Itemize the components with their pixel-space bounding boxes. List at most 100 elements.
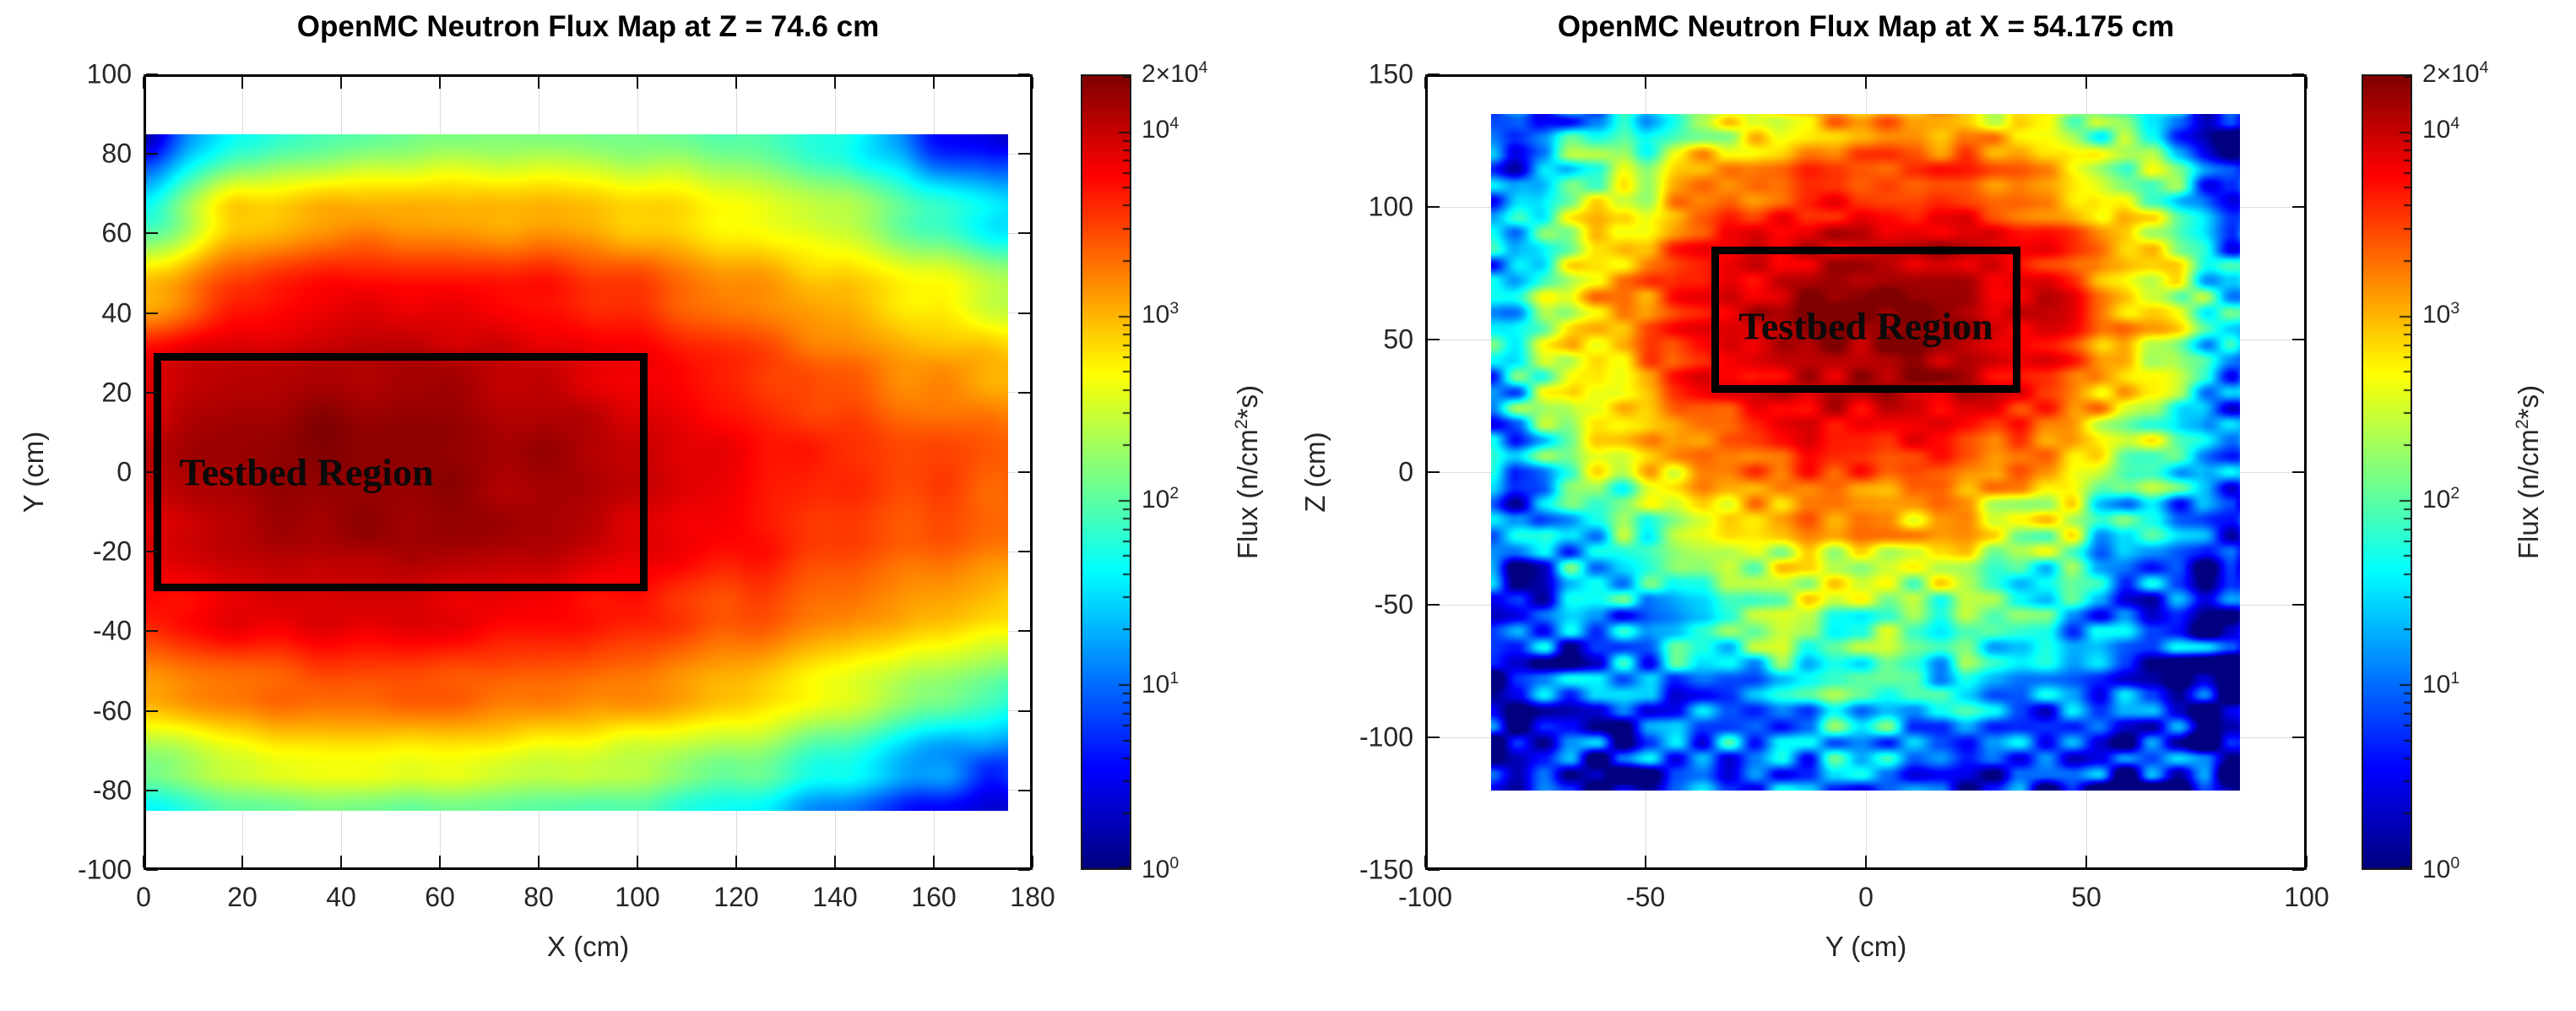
panel0-x-tick — [735, 856, 737, 867]
panel0-y-tick — [146, 391, 158, 394]
panel0-x-tick — [637, 856, 638, 867]
panel1-y-tick-label: -100 — [1359, 721, 1413, 753]
panel1-x-tick-label: -100 — [1397, 882, 1453, 912]
panel0-x-tick — [933, 77, 935, 89]
panel0-colorbar-tick-label: 102 — [1142, 484, 1180, 514]
panel0-x-tick — [241, 77, 243, 89]
panel0-y-tick — [146, 869, 158, 871]
panel1-x-tick — [1424, 77, 1426, 89]
panel1-x-tick — [1865, 77, 1867, 89]
panel0-y-tick-label: -20 — [92, 535, 132, 567]
panel0-colorbar-tick-label: 100 — [1142, 854, 1180, 883]
panel0-y-tick — [1018, 789, 1030, 791]
panel0-y-tick-label: -100 — [77, 854, 132, 885]
panel1-colorbar-label: Flux (n/cm2*s) — [2512, 384, 2544, 560]
panel0-y-tick — [1018, 630, 1030, 633]
panel0-x-tick — [538, 856, 540, 867]
panel0-x-tick — [735, 77, 737, 89]
panel0-x-tick-label: 40 — [326, 882, 356, 912]
panel0-heatmap-canvas — [144, 134, 1008, 811]
panel0-y-tick-label: 60 — [101, 217, 132, 248]
panel0-y-tick — [1018, 153, 1030, 155]
panel1-y-tick — [2292, 471, 2304, 473]
panel0-colorbar-tick-label: 104 — [1142, 114, 1180, 144]
panel0-y-tick — [1018, 709, 1030, 712]
panel0-y-tick — [146, 709, 158, 712]
panel1-x-tick — [2085, 856, 2087, 867]
panel1-y-tick-label: -150 — [1359, 854, 1413, 885]
panel0-y-tick — [146, 232, 158, 235]
panel1-colorbar-tick-label: 104 — [2422, 114, 2460, 144]
panel1-y-tick — [2292, 206, 2304, 208]
panel1-x-tick-label: -50 — [1625, 882, 1666, 912]
panel0-y-tick-label: 80 — [101, 138, 132, 169]
panel0-y-tick — [146, 73, 158, 75]
panel1-y-tick — [2292, 869, 2304, 871]
panel0-x-tick-label: 180 — [1010, 882, 1055, 912]
panel0-y-tick — [146, 312, 158, 314]
panel1-y-tick — [1428, 339, 1440, 340]
panel1-y-tick — [1428, 604, 1440, 606]
panel0-colorbar-tick-label: 103 — [1142, 299, 1180, 329]
panel0-y-tick — [146, 630, 158, 633]
panel0-x-tick-label: 160 — [911, 882, 957, 912]
panel0-x-tick — [143, 856, 144, 867]
panel1-y-tick — [1428, 73, 1440, 75]
panel1-y-tick — [2292, 737, 2304, 738]
panel1-colorbar-tick-label: 102 — [2422, 484, 2460, 514]
panel1-x-tick — [1645, 77, 1646, 89]
panel0-y-tick-label: -80 — [92, 775, 132, 806]
panel0-y-tick — [1018, 312, 1030, 314]
panel0-x-tick — [340, 856, 342, 867]
panel0-y-tick — [1018, 391, 1030, 394]
panel1-colorbar-canvas — [2363, 76, 2411, 868]
panel0-x-axis-label: X (cm) — [546, 931, 630, 962]
panel1-y-tick — [1428, 737, 1440, 738]
panel1-y-tick — [2292, 339, 2304, 340]
panel0-x-tick-label: 60 — [425, 882, 455, 912]
panel0-y-tick-label: 20 — [101, 377, 132, 408]
panel1-y-tick — [2292, 604, 2304, 606]
panel1-testbed-label: Testbed Region — [1738, 304, 1993, 348]
panel0-x-tick — [439, 77, 441, 89]
panel1-colorbar-tick-label: 103 — [2422, 299, 2460, 329]
panel1-x-tick — [2306, 77, 2308, 89]
panel0-y-tick — [146, 471, 158, 473]
panel0-y-tick — [146, 551, 158, 553]
panel0-y-tick — [1018, 869, 1030, 871]
panel1-y-tick-label: -50 — [1374, 589, 1413, 620]
panel0-x-tick — [834, 77, 836, 89]
panel0-x-tick-label: 0 — [136, 882, 151, 912]
panel1-y-tick-label: 50 — [1383, 323, 1413, 355]
panel0-y-tick — [1018, 232, 1030, 235]
panel0-x-tick-label: 80 — [523, 882, 554, 912]
panel0-y-tick-label: 100 — [86, 58, 132, 90]
panel1-y-tick — [2292, 73, 2304, 75]
panel1-y-tick — [1428, 869, 1440, 871]
panel0-colorbar-tick-label: 2×104 — [1142, 58, 1208, 88]
panel0-title: OpenMC Neutron Flux Map at Z = 74.6 cm — [296, 10, 880, 43]
panel1-x-tick-label: 50 — [2071, 882, 2101, 912]
panel1-x-axis-label: Y (cm) — [1825, 931, 1907, 962]
panel1-testbed-rect — [1711, 247, 2020, 393]
panel0-x-tick-label: 120 — [713, 882, 759, 912]
panel0-x-tick — [1032, 77, 1033, 89]
panel0-x-tick — [1032, 856, 1033, 867]
panel0-x-tick-label: 140 — [812, 882, 858, 912]
panel1-title: OpenMC Neutron Flux Map at X = 54.175 cm — [1557, 10, 2175, 43]
panel1-x-tick-label: 100 — [2284, 882, 2329, 912]
panel1-x-tick-label: 0 — [1858, 882, 1874, 912]
panel0-x-tick — [340, 77, 342, 89]
panel0-x-tick — [637, 77, 638, 89]
panel0-y-tick-label: 0 — [117, 456, 132, 487]
panel1-x-tick — [1424, 856, 1426, 867]
panel0-colorbar-tick-label: 101 — [1142, 669, 1180, 698]
panel1-x-tick — [1645, 856, 1646, 867]
panel1-y-tick-label: 150 — [1368, 58, 1413, 90]
panel1-x-tick — [2085, 77, 2087, 89]
panel0-y-tick — [1018, 73, 1030, 75]
panel1-y-tick — [1428, 206, 1440, 208]
panel0-y-tick-label: 40 — [101, 297, 132, 329]
panel0-y-tick — [146, 153, 158, 155]
panel0-x-tick-label: 20 — [227, 882, 258, 912]
